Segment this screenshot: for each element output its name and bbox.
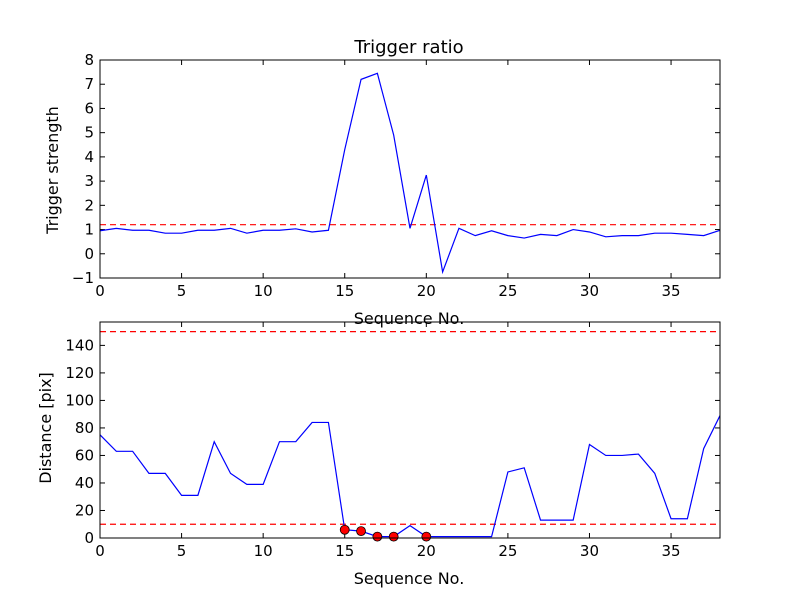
tick-group: 0 5 10 15 20 25 30 35 0 20 40 60 80 100 120 140 [65,322,720,560]
y-tick-label: 1 [84,221,94,239]
y-tick-label: 120 [65,364,94,382]
y-tick-label: 0 [84,529,94,547]
x-tick-label: 30 [580,542,599,560]
y-tick-label: 6 [84,99,94,117]
data-point-marker [356,526,366,537]
y-tick-label: 2 [84,196,94,214]
y-tick-label: 80 [75,419,94,437]
y-tick-label: 5 [84,124,94,142]
line-group [99,331,721,538]
series-line [99,415,721,538]
y-tick-label: 3 [84,172,94,190]
x-tick-label: 5 [177,542,187,560]
x-tick-label: 15 [335,542,354,560]
data-point-marker [388,531,399,542]
x-tick-label: 0 [95,282,105,300]
y-tick-label: 100 [65,391,94,409]
x-tick-label: 10 [254,282,273,300]
chart-title: Trigger ratio [353,37,463,58]
y-tick-label: 4 [84,148,94,166]
x-tick-label: 35 [662,542,681,560]
x-tick-label: 35 [662,282,681,300]
x-tick-label: 20 [417,282,436,300]
y-axis-label: Distance [pix] [36,372,55,484]
y-tick-label: 40 [75,474,94,492]
x-tick-label: 5 [177,282,187,300]
x-tick-label: 10 [254,542,273,560]
axes-frame [99,59,721,279]
x-tick-label: 20 [417,542,436,560]
y-tick-label: −1 [72,269,94,287]
x-tick-label: 25 [498,542,517,560]
data-point-marker [372,531,383,542]
x-tick-label: 25 [498,282,517,300]
data-point-marker [339,524,350,535]
line-group [99,72,721,275]
x-tick-label: 30 [580,282,599,300]
y-tick-label: 20 [75,501,94,519]
data-point-marker [421,531,432,542]
trigger-ratio-plot: Trigger ratio Sequence No. Trigger stren… [43,37,721,328]
y-axis-label: Trigger strength [43,106,62,235]
y-tick-label: 60 [75,446,94,464]
y-tick-label: 8 [84,51,94,69]
axes-frame [99,321,721,539]
y-tick-label: 7 [84,75,94,93]
x-tick-label: 15 [335,282,354,300]
x-axis-label: Sequence No. [354,309,465,328]
x-axis-label: Sequence No. [354,569,465,588]
y-tick-label: 0 [84,245,94,263]
distance-plot: Sequence No. Distance [pix] 0 5 10 15 20 25 30… [36,321,721,588]
x-tick-label: 0 [95,542,105,560]
y-tick-label: 140 [65,336,94,354]
series-line [99,72,721,275]
marker-group [339,524,432,542]
